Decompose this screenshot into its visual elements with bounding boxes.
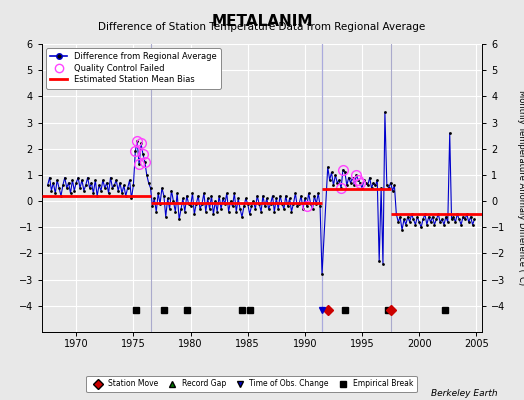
Legend: Difference from Regional Average, Quality Control Failed, Estimated Station Mean: Difference from Regional Average, Qualit… <box>46 48 221 88</box>
Text: Difference of Station Temperature Data from Regional Average: Difference of Station Temperature Data f… <box>99 22 425 32</box>
Text: Berkeley Earth: Berkeley Earth <box>431 389 498 398</box>
Text: METALANIM: METALANIM <box>211 14 313 29</box>
Y-axis label: Monthly Temperature Anomaly Difference (°C): Monthly Temperature Anomaly Difference (… <box>517 90 524 286</box>
Legend: Station Move, Record Gap, Time of Obs. Change, Empirical Break: Station Move, Record Gap, Time of Obs. C… <box>86 376 417 392</box>
